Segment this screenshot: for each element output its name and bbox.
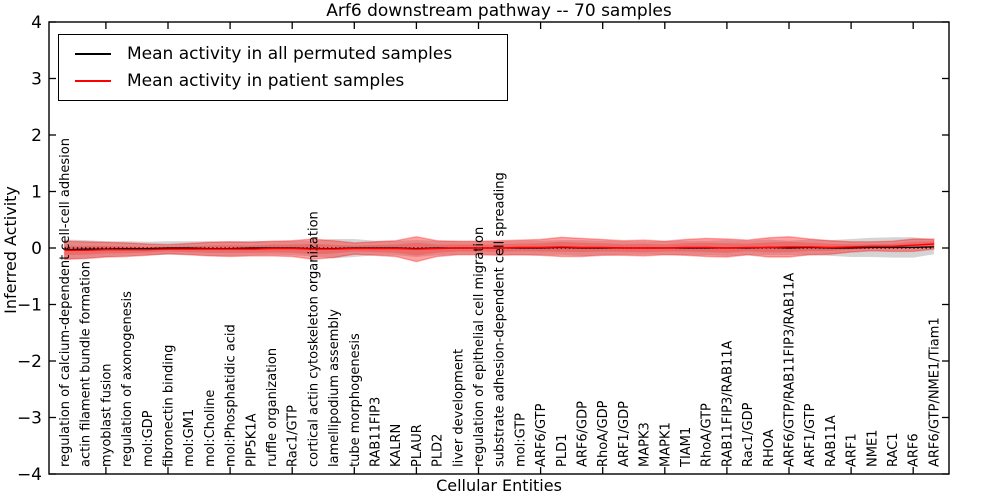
x-category-label: RAC1 — [886, 432, 901, 467]
x-category-label: NME1 — [865, 430, 880, 467]
x-category-label: ARF6/GTP — [534, 403, 549, 467]
patient-std-band — [63, 235, 935, 263]
legend-item-patient: Mean activity in patient samples — [69, 67, 497, 94]
patient-line-swatch — [75, 79, 111, 82]
patient-mean-line — [64, 243, 934, 251]
x-category-label: mol:Choline — [203, 390, 218, 467]
x-category-label: RhoA/GTP — [700, 403, 715, 467]
x-category-label: MAPK1 — [658, 422, 673, 467]
y-tick-label: −4 — [17, 465, 42, 485]
x-category-label: tube morphogenesis — [348, 333, 363, 467]
x-category-label: substrate adhesion-dependent cell spread… — [493, 172, 508, 467]
x-category-label: RHOA — [762, 429, 777, 467]
x-category-label: KALRN — [389, 424, 404, 467]
x-category-label: mol:GTP — [513, 413, 528, 467]
x-category-label: ARF6/GTP/NME1/Tiam1 — [927, 317, 942, 467]
chart-title: Arf6 downstream pathway -- 70 samples — [326, 1, 672, 21]
x-category-label: ARF6 — [907, 433, 922, 467]
permuted-line-swatch — [75, 52, 111, 55]
x-axis-label: Cellular Entities — [436, 476, 562, 495]
x-category-label: TIAM1 — [679, 427, 694, 468]
y-tick-label: 1 — [31, 183, 42, 203]
x-category-label: regulation of axonogenesis — [120, 291, 135, 467]
x-category-label: mol:Phosphatidic acid — [224, 324, 239, 467]
legend-item-permuted: Mean activity in all permuted samples — [69, 40, 497, 67]
y-tick-label: 4 — [31, 13, 42, 33]
x-category-label: fibronectin binding — [162, 345, 177, 467]
x-category-label: ARF6/GTP/RAB11FIP3/RAB11A — [783, 273, 798, 467]
x-category-label: ruffle organization — [265, 348, 280, 467]
y-tick-label: −2 — [17, 352, 42, 372]
x-category-label: RAB11A — [824, 415, 839, 467]
x-category-label: regulation of calcium-dependent cell-cel… — [58, 138, 73, 467]
x-category-label: RhoA/GDP — [596, 400, 611, 467]
y-tick-label: 2 — [31, 126, 42, 146]
x-category-label: mol:GM1 — [182, 409, 197, 467]
y-axis-label: Inferred Activity — [1, 186, 20, 314]
x-category-label: PLD1 — [555, 434, 570, 467]
x-category-label: PIP5K1A — [244, 413, 259, 467]
x-category-label: mol:GDP — [141, 410, 156, 467]
x-category-label: PLAUR — [410, 424, 425, 467]
x-category-label: ARF1/GDP — [617, 401, 632, 467]
y-tick-label: −1 — [17, 296, 42, 316]
y-tick-label: −3 — [17, 409, 42, 429]
x-category-label: ARF6/GDP — [576, 401, 591, 467]
x-category-label: RAB11FIP3/RAB11A — [720, 340, 735, 467]
x-category-label: myoblast fusion — [99, 363, 114, 467]
x-category-label: ARF1 — [845, 433, 860, 467]
x-category-label: ARF1/GTP — [803, 403, 818, 467]
x-category-label: cortical actin cytoskeleton organization — [306, 211, 321, 467]
x-category-label: RAB11FIP3 — [369, 397, 384, 467]
x-category-label: liver development — [451, 349, 466, 467]
y-tick-label: 0 — [31, 239, 42, 259]
y-tick-label: 3 — [31, 70, 42, 90]
x-category-label: regulation of epithelial cell migration — [472, 227, 487, 467]
x-category-label: actin filament bundle formation — [79, 261, 94, 467]
legend-label: Mean activity in patient samples — [127, 70, 405, 91]
legend: Mean activity in all permuted samples Me… — [58, 34, 508, 101]
x-category-label: lamellipodium assembly — [327, 309, 342, 467]
x-category-label: PLD2 — [431, 434, 446, 467]
legend-label: Mean activity in all permuted samples — [127, 43, 453, 64]
x-category-label: Rac1/GDP — [741, 402, 756, 467]
x-category-label: Rac1/GTP — [286, 405, 301, 467]
x-category-label: MAPK3 — [638, 422, 653, 467]
